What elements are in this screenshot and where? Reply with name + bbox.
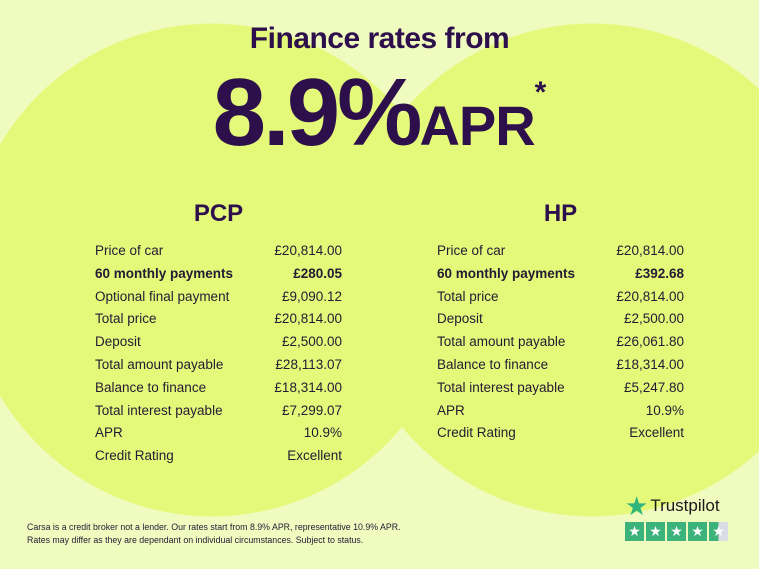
disclaimer-line-1: Carsa is a credit broker not a lender. O… — [27, 522, 401, 532]
row-label: Total interest payable — [437, 379, 565, 395]
table-row: Optional final payment £9,090.12 — [95, 286, 342, 309]
table-row: 60 monthly payments £280.05 — [95, 263, 342, 286]
row-label: Price of car — [95, 243, 164, 258]
trustpilot-star-icon: ★ — [625, 491, 649, 521]
row-value: £9,090.12 — [281, 288, 342, 304]
row-label: Optional final payment — [95, 288, 230, 304]
disclaimer-line-2: Rates may differ as they are dependant o… — [27, 535, 364, 545]
table-row: Balance to finance £18,314.00 — [437, 354, 684, 377]
row-value: £20,814.00 — [616, 243, 684, 258]
table-row: Total amount payable £26,061.80 — [437, 331, 684, 354]
table-row: 60 monthly payments £392.68 — [437, 263, 684, 286]
rate-display: 8.9%APR* — [0, 58, 759, 168]
row-value: 10.9% — [303, 425, 342, 441]
table-row: Total amount payable £28,113.07 — [95, 354, 342, 377]
table-row: Deposit £2,500.00 — [437, 308, 684, 331]
row-value: £2,500.00 — [623, 311, 684, 327]
row-value: £28,113.07 — [275, 356, 342, 372]
row-value: £26,061.80 — [616, 334, 684, 350]
row-label: Credit Rating — [95, 448, 174, 464]
row-label: Price of car — [437, 243, 506, 258]
row-value: £20,814.00 — [274, 311, 342, 327]
row-label: 60 monthly payments — [95, 265, 234, 281]
row-label: Deposit — [95, 334, 141, 350]
headline: Finance rates from — [249, 22, 510, 55]
row-value: Excellent — [629, 425, 684, 441]
rating-star-icon: ★ — [625, 522, 644, 541]
table-row: Credit Rating Excellent — [437, 422, 684, 445]
row-label: APR — [95, 425, 123, 441]
row-label: Total price — [95, 311, 157, 327]
hp-heading: HP — [543, 200, 578, 227]
row-label: 60 monthly payments — [437, 265, 576, 281]
row-value: £7,299.07 — [281, 402, 342, 418]
row-label: Total amount payable — [95, 356, 224, 372]
pcp-heading: PCP — [193, 200, 244, 227]
row-value: £18,314.00 — [616, 356, 684, 372]
rating-star-icon: ★ — [646, 522, 665, 541]
trustpilot-name: Trustpilot — [650, 496, 720, 515]
row-label: Credit Rating — [437, 425, 516, 441]
apr-label: APR — [419, 94, 535, 157]
table-row: Total price £20,814.00 — [437, 286, 684, 309]
row-value: £2,500.00 — [281, 334, 342, 350]
row-label: Total amount payable — [437, 334, 566, 350]
row-label: Total interest payable — [95, 402, 223, 418]
table-row: APR 10.9% — [95, 422, 342, 445]
row-value: £392.68 — [635, 265, 684, 281]
table-row: Balance to finance £18,314.00 — [95, 377, 342, 400]
table-row: Total interest payable £5,247.80 — [437, 377, 684, 400]
hp-table: HP Price of car £20,814.00 60 monthly paym… — [437, 200, 684, 445]
table-row: Total price £20,814.00 — [95, 308, 342, 331]
pcp-table: PCP Price of car £20,814.00 60 monthly pay… — [95, 200, 342, 468]
rating-star-icon: ★ — [709, 522, 728, 541]
row-label: Balance to finance — [437, 356, 549, 372]
asterisk: * — [534, 76, 547, 109]
table-row: APR 10.9% — [437, 400, 684, 423]
row-label: Balance to finance — [95, 379, 207, 395]
row-value: £5,247.80 — [623, 379, 684, 395]
table-row: Total interest payable £7,299.07 — [95, 400, 342, 423]
rate-value: 8.9% — [212, 59, 423, 166]
table-row: Price of car £20,814.00 — [95, 240, 342, 263]
row-value: £20,814.00 — [274, 243, 342, 258]
table-row: Credit Rating Excellent — [95, 445, 342, 468]
row-value: £18,314.00 — [274, 379, 342, 395]
row-label: Total price — [437, 288, 499, 304]
row-value: Excellent — [287, 448, 342, 464]
row-value: £20,814.00 — [616, 288, 684, 304]
row-value: £280.05 — [293, 265, 342, 281]
table-row: Deposit £2,500.00 — [95, 331, 342, 354]
trustpilot-rating: ★ ★ ★ ★ ★ — [625, 522, 735, 541]
trustpilot-logo: ★ Trustpilot — [625, 491, 735, 521]
rating-star-icon: ★ — [688, 522, 707, 541]
rating-star-icon: ★ — [667, 522, 686, 541]
row-label: Deposit — [437, 311, 483, 327]
row-label: APR — [437, 402, 465, 418]
row-value: 10.9% — [645, 402, 684, 418]
trustpilot-badge[interactable]: ★ Trustpilot ★ ★ ★ ★ ★ — [625, 491, 735, 541]
disclaimer: Carsa is a credit broker not a lender. O… — [27, 521, 447, 547]
table-row: Price of car £20,814.00 — [437, 240, 684, 263]
